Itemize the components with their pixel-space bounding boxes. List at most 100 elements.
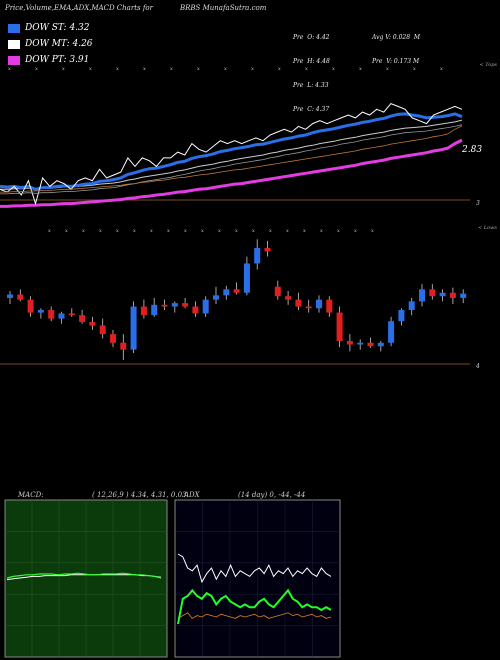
prev-ohlc-stats: Pre O: 4.42 Pre H: 4.48 Pre L: 4.33 Pre … [293, 18, 330, 122]
macd-line [6, 572, 162, 579]
candle-marker: x [303, 228, 306, 234]
candle-lows-label: < Lows [478, 225, 497, 231]
macd-label: MACD: [18, 491, 44, 499]
candle-body [264, 247, 271, 252]
candle-body [377, 342, 384, 347]
candle-body [223, 289, 230, 296]
candle-marker: x [201, 228, 204, 234]
candle-marker: x [65, 228, 68, 234]
candle-body [326, 299, 333, 313]
price-tops-label: < Tops [479, 62, 497, 68]
candle-body [171, 303, 178, 307]
symbol-label: BRBS [180, 4, 201, 12]
macd-panel [4, 499, 168, 658]
candle-body [89, 322, 96, 326]
candle-marker: x [82, 228, 85, 234]
candle-body [274, 286, 281, 297]
ema-st-line [0, 112, 463, 191]
candle-body [99, 325, 106, 335]
ema-mt-line [0, 119, 463, 190]
candle-body [398, 310, 405, 322]
candle-body [120, 342, 127, 350]
legend-swatch-mt [8, 39, 20, 49]
stat-close: Pre C: 4.37 [293, 106, 330, 113]
site-label: MunafaSutra.com [202, 4, 267, 12]
legend-swatch-st [8, 23, 20, 33]
candle-body [192, 306, 199, 314]
candle-marker: x [150, 228, 153, 234]
candle-body [182, 303, 189, 307]
candle-marker: x [218, 228, 221, 234]
candle-body [254, 247, 261, 264]
macd-title: MACD: [18, 491, 44, 499]
legend-swatch-pt [8, 55, 20, 65]
candle-body [68, 313, 75, 316]
candle-body [213, 295, 219, 300]
price-marker: x [305, 66, 308, 72]
candle-body [429, 289, 436, 297]
stat-avg-volume: Avg V: 0.028 M [372, 34, 421, 41]
chart-header-symbol: BRBS MunafaSutra.com [180, 4, 266, 12]
legend-item-dow-mt: DOW MT: 4.26 [8, 36, 93, 52]
candle-marker: x [48, 228, 51, 234]
stat-low: Pre L: 4.33 [293, 82, 329, 89]
candle-body [27, 299, 34, 313]
close-line [0, 103, 463, 206]
stat-prev-volume: Pre V: 0.173 M [372, 58, 420, 65]
price-axis-label: 3 [476, 200, 480, 207]
stat-high: Pre H: 4.48 [293, 58, 330, 65]
candle-body [151, 304, 158, 316]
adx-title: ADX [184, 491, 200, 499]
candle-marker: x [133, 228, 136, 234]
candle-body [7, 294, 13, 298]
candle-body [449, 292, 456, 298]
candle-marker: x [99, 228, 102, 234]
candle-body [295, 299, 302, 307]
candle-body [110, 334, 116, 343]
price-marker: x [197, 66, 200, 72]
price-marker: x [62, 66, 65, 72]
ema-legend: DOW ST: 4.32 DOW MT: 4.26 DOW PT: 3.91 [8, 20, 93, 68]
price-marker: x [116, 66, 119, 72]
legend-item-dow-st: DOW ST: 4.32 [8, 20, 93, 36]
volume-stats: Avg V: 0.028 M Pre V: 0.173 M [372, 18, 420, 74]
candle-body [367, 342, 374, 347]
price-last-label: 2.83 [461, 145, 482, 155]
price-marker: x [89, 66, 92, 72]
legend-label-mt: DOW MT: 4.26 [25, 39, 93, 49]
candle-body [336, 312, 343, 342]
candle-body [285, 296, 292, 300]
ema-pt-line [0, 138, 463, 208]
price-marker: x [386, 66, 389, 72]
price-marker: x [278, 66, 281, 72]
price-marker: x [413, 66, 416, 72]
candle-marker: x [167, 228, 170, 234]
macd-params: ( 12,26,9 ) 4.34, 4.31, 0.03 [92, 491, 187, 499]
legend-label-st: DOW ST: 4.32 [25, 23, 90, 33]
candle-body [357, 342, 364, 345]
price-marker: x [8, 66, 11, 72]
candle-body [388, 321, 395, 343]
candle-body [233, 289, 240, 293]
price-marker: x [224, 66, 227, 72]
candle-body [460, 293, 467, 298]
legend-label-pt: DOW PT: 3.91 [25, 55, 90, 65]
candle-marker: x [252, 228, 255, 234]
price-marker: x [251, 66, 254, 72]
candle-body [48, 310, 55, 319]
candle-body [17, 294, 24, 300]
adx-params: (14 day) 0, -44, -44 [238, 491, 306, 499]
candle-marker: x [320, 228, 323, 234]
price-marker: x [440, 66, 443, 72]
price-marker: x [170, 66, 173, 72]
candle-body [37, 310, 44, 313]
candle-marker: x [354, 228, 357, 234]
candle-body [130, 306, 137, 350]
candle-body [243, 263, 250, 293]
candle-body [316, 299, 322, 309]
candle-marker: x [116, 228, 119, 234]
candle-body [439, 292, 446, 297]
